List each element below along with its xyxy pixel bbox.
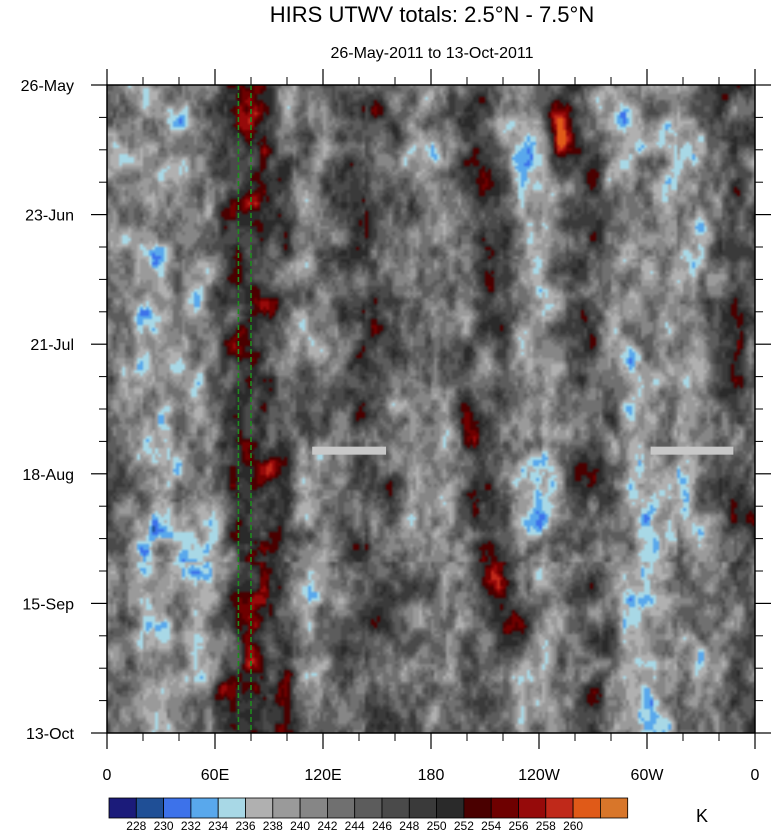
colorbar-swatch xyxy=(135,797,165,819)
y-tick-label: 18-Aug xyxy=(22,467,74,484)
colorbar-swatch xyxy=(572,797,601,819)
colorbar-level-label: 242 xyxy=(317,819,337,833)
colorbar-swatch xyxy=(354,797,383,819)
colorbar-level-label: 254 xyxy=(481,819,501,833)
colorbar-level-label: 244 xyxy=(345,819,365,833)
colorbar-swatch xyxy=(190,797,219,819)
colorbar-swatch xyxy=(545,797,574,819)
colorbar-swatch xyxy=(326,797,356,819)
colorbar-level-label: 240 xyxy=(290,819,310,833)
y-tick-label: 15-Sep xyxy=(22,596,74,613)
colorbar-level-label: 232 xyxy=(181,819,201,833)
colorbar-level-label: 260 xyxy=(563,819,583,833)
colorbar-swatch xyxy=(408,797,437,819)
colorbar-swatch xyxy=(463,797,492,819)
colorbar-swatch xyxy=(272,797,301,819)
colorbar-swatch xyxy=(217,797,246,819)
colorbar-level-label: 230 xyxy=(154,819,174,833)
x-tick-label: 0 xyxy=(103,767,112,784)
chart-subtitle: 26-May-2011 to 13-Oct-2011 xyxy=(330,45,533,62)
x-tick-label: 120W xyxy=(518,767,561,784)
colorbar-swatch xyxy=(518,797,547,819)
colorbar-swatch xyxy=(600,797,629,819)
x-tick-label: 120E xyxy=(304,767,341,784)
colorbar-level-label: 236 xyxy=(235,819,255,833)
y-tick-label: 13-Oct xyxy=(26,726,75,743)
colorbar-swatch xyxy=(163,797,192,819)
colorbar-swatch xyxy=(436,797,465,819)
x-tick-label: 0 xyxy=(751,767,760,784)
colorbar-level-label: 234 xyxy=(208,819,228,833)
colorbar-level-label: 258 xyxy=(536,819,556,833)
colorbar-swatch xyxy=(108,797,137,819)
colorbar-level-label: 246 xyxy=(372,819,392,833)
y-tick-label: 23-Jun xyxy=(25,208,74,225)
missing-data-segment-1 xyxy=(312,446,386,455)
colorbar-level-label: 238 xyxy=(263,819,283,833)
y-tick-label: 21-Jul xyxy=(30,337,74,354)
colorbar-level-label: 252 xyxy=(454,819,474,833)
colorbar-swatch xyxy=(490,797,519,819)
colorbar-swatch xyxy=(245,797,274,819)
colorbar-unit-label: K xyxy=(696,806,708,826)
x-tick-label: 60W xyxy=(631,767,665,784)
colorbar-level-label: 248 xyxy=(399,819,419,833)
chart-title: HIRS UTWV totals: 2.5°N - 7.5°N xyxy=(270,2,594,27)
colorbar-swatch xyxy=(299,797,328,819)
colorbar-swatch xyxy=(381,797,410,819)
x-tick-label: 60E xyxy=(201,767,229,784)
y-tick-label: 26-May xyxy=(21,78,74,95)
colorbar-level-label: 256 xyxy=(508,819,528,833)
heatmap-field xyxy=(107,85,755,733)
colorbar-level-label: 228 xyxy=(126,819,146,833)
colorbar-level-label: 250 xyxy=(427,819,447,833)
x-tick-label: 180 xyxy=(418,767,445,784)
missing-data-segment-2 xyxy=(650,446,734,455)
